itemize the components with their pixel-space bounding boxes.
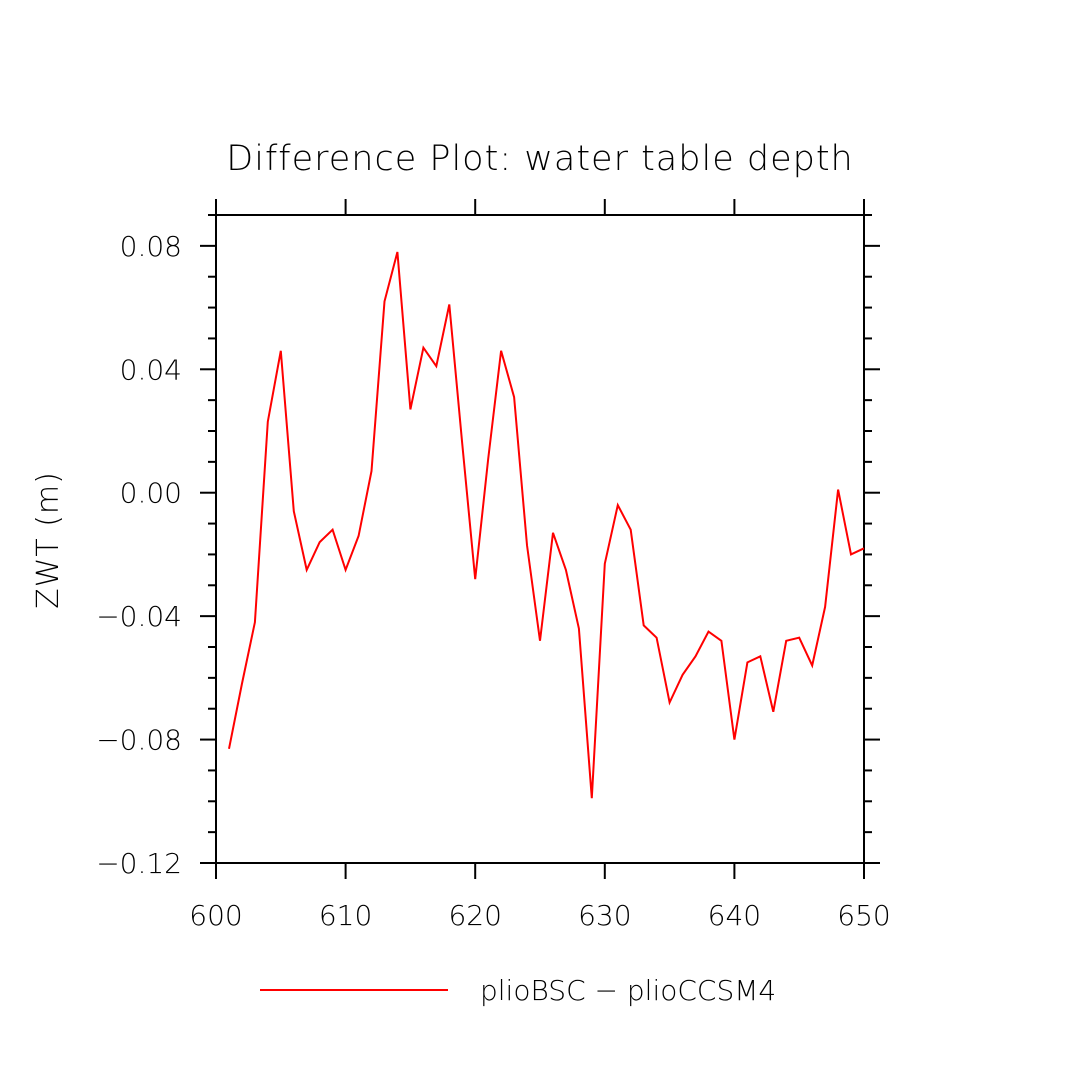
- y-axis-label: ZWT (m): [31, 471, 66, 609]
- x-tick-label: 600: [189, 899, 242, 932]
- y-tick-label: 0.04: [120, 353, 182, 386]
- x-tick-label: 620: [448, 899, 501, 932]
- chart-title: Difference Plot: water table depth: [226, 139, 853, 179]
- x-tick-label: 650: [837, 899, 890, 932]
- x-tick-label: 630: [578, 899, 631, 932]
- legend-label: plioBSC − plioCCSM4: [480, 974, 776, 1007]
- y-tick-label: −0.08: [96, 724, 182, 757]
- legend: plioBSC − plioCCSM4: [260, 974, 776, 1007]
- y-tick-label: −0.04: [96, 600, 182, 633]
- tick-labels: 600 610 620 630 640 650 0.08 0.04 0.00 −0.04 −0.08…: [96, 230, 891, 932]
- x-tick-label: 640: [708, 899, 761, 932]
- y-tick-label: −0.12: [96, 847, 182, 880]
- y-tick-label: 0.08: [120, 230, 182, 263]
- y-tick-label: 0.00: [120, 477, 182, 510]
- plot-frame: [215, 214, 865, 864]
- series-line: [228, 251, 865, 799]
- x-tick-label: 610: [319, 899, 372, 932]
- axis-ticks: [200, 199, 880, 879]
